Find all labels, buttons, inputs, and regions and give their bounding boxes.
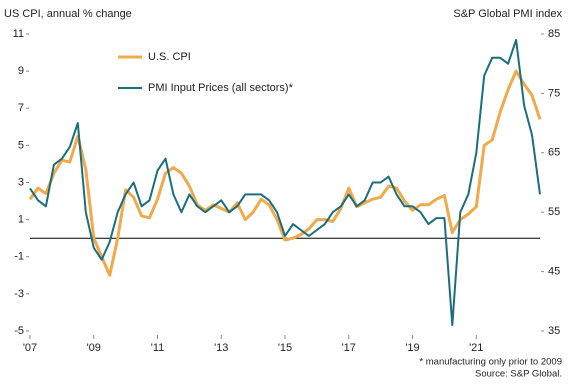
x-tick-label: '19 xyxy=(405,342,419,354)
x-tick-label: '17 xyxy=(342,342,356,354)
x-tick-label: '15 xyxy=(278,342,292,354)
y-tick-label: 7 xyxy=(18,102,24,114)
y-tick-label: -5 xyxy=(14,325,24,337)
source: Source: S&P Global. xyxy=(475,369,562,380)
y-axis-title: US CPI, annual % change xyxy=(4,8,132,20)
x-tick-label: '07 xyxy=(23,342,37,354)
y-tick-label: 5 xyxy=(18,139,24,151)
x-tick-label: '13 xyxy=(214,342,228,354)
y2-axis-title: S&P Global PMI index xyxy=(453,8,562,20)
footnote: * manufacturing only prior to 2009 xyxy=(419,357,562,368)
x-tick-label: '11 xyxy=(151,342,165,354)
y-tick-label: 11 xyxy=(13,28,24,40)
y2-tick-label: 65 xyxy=(548,147,560,159)
y2-tick-label: 75 xyxy=(548,87,560,99)
x-tick-label: '09 xyxy=(87,342,101,354)
y-tick-label: -1 xyxy=(14,251,24,263)
y2-tick-label: 35 xyxy=(548,325,560,337)
y2-tick-label: 55 xyxy=(548,206,560,218)
y-tick-label: -3 xyxy=(14,288,24,300)
legend-label: PMI Input Prices (all sectors)* xyxy=(148,82,294,94)
x-tick-label: '21 xyxy=(469,342,483,354)
y-tick-label: 3 xyxy=(18,176,24,188)
series-line xyxy=(28,69,542,277)
series-line xyxy=(29,38,541,327)
legend-label: U.S. CPI xyxy=(148,51,191,63)
y2-tick-label: 45 xyxy=(548,266,560,278)
y-tick-label: 1 xyxy=(18,214,24,226)
y2-tick-label: 85 xyxy=(548,28,560,40)
y-tick-label: 9 xyxy=(18,65,24,77)
